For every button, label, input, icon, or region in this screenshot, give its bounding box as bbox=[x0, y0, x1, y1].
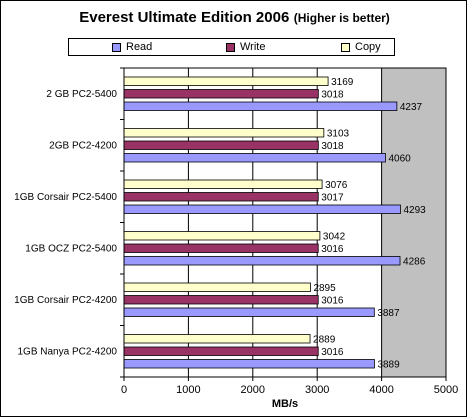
legend-item-copy: Copy bbox=[341, 39, 381, 55]
x-tick-label: 1000 bbox=[176, 384, 200, 396]
bar-copy bbox=[123, 282, 311, 292]
bar-write bbox=[123, 346, 319, 356]
data-label-read: 4237 bbox=[400, 102, 423, 113]
data-label-copy: 3076 bbox=[325, 180, 348, 191]
data-label-copy: 2889 bbox=[313, 335, 336, 346]
bar-write bbox=[123, 243, 319, 253]
data-label-read: 3887 bbox=[377, 308, 400, 319]
bar-copy bbox=[123, 128, 325, 138]
x-tick-label: 5000 bbox=[434, 384, 458, 396]
data-label-read: 4293 bbox=[403, 205, 426, 216]
category-label: 2GB PC2-4200 bbox=[49, 141, 117, 152]
category-label: 1GB Corsair PC2-4200 bbox=[14, 295, 117, 306]
bar-copy bbox=[123, 231, 321, 241]
bar-read bbox=[123, 307, 375, 317]
legend-item-read: Read bbox=[112, 39, 152, 55]
legend-swatch-copy bbox=[341, 42, 350, 52]
bar-read bbox=[123, 204, 401, 214]
bar-read bbox=[123, 153, 386, 163]
bar-write bbox=[123, 140, 319, 150]
x-tick-label: 2000 bbox=[241, 384, 265, 396]
data-label-read: 3889 bbox=[377, 360, 400, 371]
chart-title-line: Everest Ultimate Edition 2006 (Higher is… bbox=[0, 9, 469, 27]
bar-copy bbox=[123, 76, 329, 86]
bar-write bbox=[123, 295, 319, 305]
data-label-copy: 2895 bbox=[313, 283, 336, 294]
chart-legend: Read Write Copy bbox=[68, 38, 395, 56]
bar-write bbox=[123, 89, 319, 99]
legend-label-copy: Copy bbox=[355, 41, 381, 53]
data-label-read: 4060 bbox=[388, 154, 411, 165]
category-label: 1GB OCZ PC2-5400 bbox=[25, 244, 117, 255]
data-label-write: 3018 bbox=[321, 90, 344, 101]
bar-read bbox=[123, 359, 375, 369]
bar-copy bbox=[123, 179, 323, 189]
x-tick-label: 3000 bbox=[305, 384, 329, 396]
data-label-copy: 3042 bbox=[323, 232, 346, 243]
legend-swatch-read bbox=[112, 42, 121, 52]
bar-read bbox=[123, 256, 401, 266]
data-label-write: 3016 bbox=[321, 296, 344, 307]
bar-read bbox=[123, 101, 398, 111]
category-label: 1GB Nanya PC2-4200 bbox=[17, 347, 117, 358]
plot-area-shaded bbox=[381, 68, 446, 377]
chart-title: Everest Ultimate Edition 2006 bbox=[79, 9, 290, 26]
chart-subtitle: (Higher is better) bbox=[293, 11, 390, 25]
legend-item-write: Write bbox=[226, 39, 265, 55]
legend-swatch-write bbox=[226, 42, 235, 52]
x-tick-label: 4000 bbox=[369, 384, 393, 396]
x-tick-label: 0 bbox=[121, 384, 127, 396]
legend-label-write: Write bbox=[240, 41, 266, 53]
data-label-write: 3017 bbox=[321, 193, 344, 204]
bar-write bbox=[123, 192, 319, 202]
data-label-copy: 3103 bbox=[327, 129, 350, 140]
data-label-write: 3018 bbox=[321, 141, 344, 152]
data-label-write: 3016 bbox=[321, 347, 344, 358]
data-label-write: 3016 bbox=[321, 244, 344, 255]
category-label: 1GB Corsair PC2-5400 bbox=[14, 192, 117, 203]
category-label: 2 GB PC2-5400 bbox=[46, 89, 117, 100]
legend-label-read: Read bbox=[126, 41, 153, 53]
x-axis-title: MB/s bbox=[272, 398, 298, 410]
bar-copy bbox=[123, 334, 311, 344]
data-label-read: 4286 bbox=[403, 257, 426, 268]
data-label-copy: 3169 bbox=[331, 77, 354, 88]
